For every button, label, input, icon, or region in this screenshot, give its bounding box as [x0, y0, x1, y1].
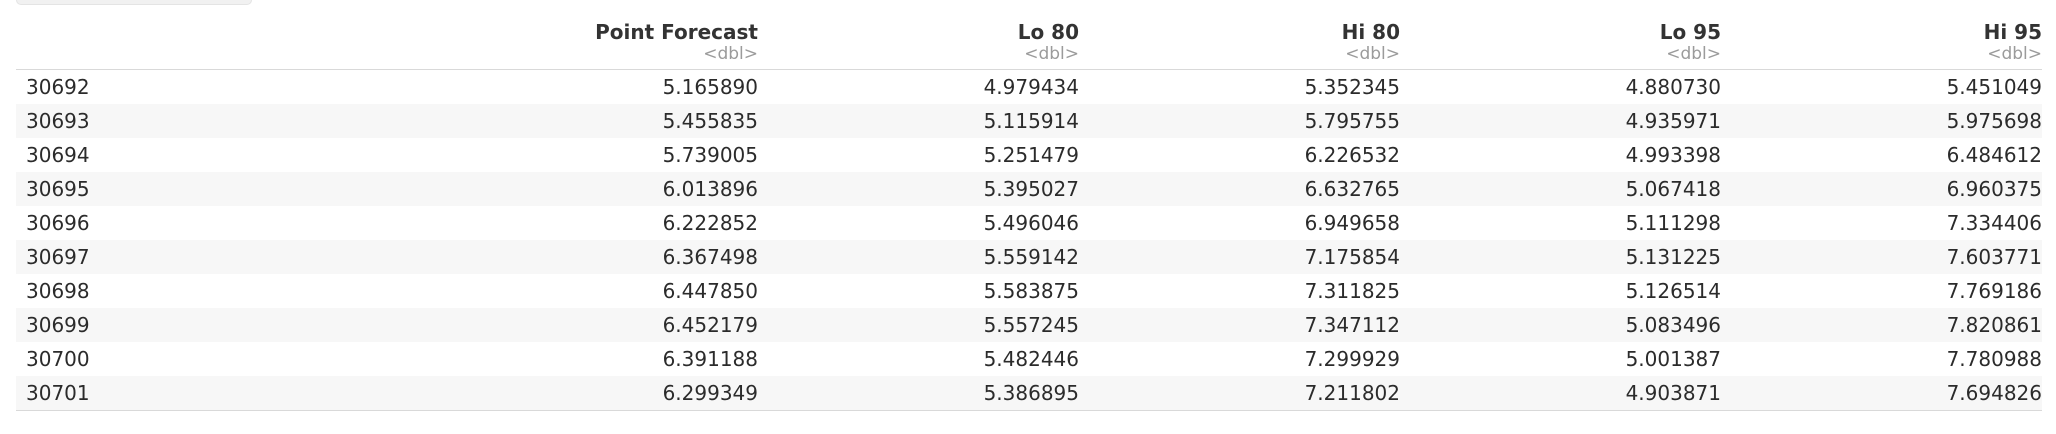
- point-forecast-cell: 6.299349: [352, 376, 758, 411]
- lo-80-cell: 5.115914: [758, 104, 1079, 138]
- row-index-cell: 30693: [16, 104, 352, 138]
- lo-95-cell: 5.067418: [1400, 172, 1721, 206]
- hi-95-cell: 5.451049: [1946, 75, 2042, 99]
- row-index-cell: 30698: [26, 279, 90, 303]
- column-header-point-forecast[interactable]: Point Forecast <dbl>: [352, 14, 758, 70]
- table-row: 30692 5.165890 4.979434 5.352345 4.88073…: [16, 70, 2042, 105]
- hi-80-cell: 5.352345: [1304, 75, 1400, 99]
- column-header-label: Hi 80: [1341, 20, 1400, 44]
- table-row: 30699 6.452179 5.557245 7.347112 5.08349…: [16, 308, 2042, 342]
- table-header-row: Point Forecast <dbl> Lo 80 <dbl> Hi 80 <…: [16, 14, 2042, 70]
- lo-95-cell: 4.993398: [1625, 143, 1721, 167]
- hi-80-cell: 7.211802: [1079, 376, 1400, 411]
- lo-80-cell: 5.583875: [983, 279, 1079, 303]
- hi-80-cell: 7.299929: [1304, 347, 1400, 371]
- row-index-cell: 30694: [26, 143, 90, 167]
- table-row: 30695 6.013896 5.395027 6.632765 5.06741…: [16, 172, 2042, 206]
- column-header-label: Hi 95: [1983, 20, 2042, 44]
- lo-95-cell: 4.903871: [1400, 376, 1721, 411]
- hi-95-cell: 5.975698: [1721, 104, 2042, 138]
- column-type-label: <dbl>: [1987, 44, 2042, 64]
- lo-95-cell: 4.880730: [1625, 75, 1721, 99]
- output-tab[interactable]: [16, 0, 252, 5]
- row-index-cell: 30701: [16, 376, 352, 411]
- column-header-hi-95[interactable]: Hi 95 <dbl>: [1721, 14, 2042, 70]
- row-index-cell: 30697: [16, 240, 352, 274]
- column-header-lo-95[interactable]: Lo 95 <dbl>: [1400, 14, 1721, 70]
- lo-80-cell: 5.482446: [983, 347, 1079, 371]
- hi-95-cell: 6.960375: [1721, 172, 2042, 206]
- lo-80-cell: 5.496046: [983, 211, 1079, 235]
- lo-80-cell: 4.979434: [983, 75, 1079, 99]
- column-type-label: <dbl>: [1345, 44, 1400, 64]
- hi-80-cell: 5.795755: [1079, 104, 1400, 138]
- point-forecast-cell: 6.222852: [662, 211, 758, 235]
- row-index-cell: 30700: [26, 347, 90, 371]
- point-forecast-cell: 6.391188: [662, 347, 758, 371]
- row-index-cell: 30696: [26, 211, 90, 235]
- lo-80-cell: 5.559142: [758, 240, 1079, 274]
- hi-95-cell: 7.820861: [1721, 308, 2042, 342]
- lo-80-cell: 5.386895: [758, 376, 1079, 411]
- point-forecast-cell: 6.367498: [352, 240, 758, 274]
- lo-80-cell: 5.557245: [758, 308, 1079, 342]
- hi-80-cell: 6.632765: [1079, 172, 1400, 206]
- column-header-label: Point Forecast: [595, 20, 758, 44]
- point-forecast-cell: 6.452179: [352, 308, 758, 342]
- hi-95-cell: 7.334406: [1946, 211, 2042, 235]
- lo-95-cell: 5.083496: [1400, 308, 1721, 342]
- column-header-lo-80[interactable]: Lo 80 <dbl>: [758, 14, 1079, 70]
- column-type-label: <dbl>: [1666, 44, 1721, 64]
- hi-95-cell: 7.780988: [1946, 347, 2042, 371]
- column-header-label: Lo 80: [1017, 20, 1079, 44]
- forecast-table: Point Forecast <dbl> Lo 80 <dbl> Hi 80 <…: [16, 14, 2042, 411]
- point-forecast-cell: 5.739005: [662, 143, 758, 167]
- lo-95-cell: 5.111298: [1625, 211, 1721, 235]
- point-forecast-cell: 6.447850: [662, 279, 758, 303]
- table-row: 30697 6.367498 5.559142 7.175854 5.13122…: [16, 240, 2042, 274]
- hi-80-cell: 6.949658: [1304, 211, 1400, 235]
- column-type-label: <dbl>: [1024, 44, 1079, 64]
- point-forecast-cell: 5.165890: [662, 75, 758, 99]
- column-header-label: Lo 95: [1659, 20, 1721, 44]
- hi-95-cell: 7.603771: [1721, 240, 2042, 274]
- lo-95-cell: 5.001387: [1625, 347, 1721, 371]
- hi-80-cell: 7.347112: [1079, 308, 1400, 342]
- table-row: 30696 6.222852 5.496046 6.949658 5.11129…: [16, 206, 2042, 240]
- table-row: 30694 5.739005 5.251479 6.226532 4.99339…: [16, 138, 2042, 172]
- lo-95-cell: 4.935971: [1400, 104, 1721, 138]
- lo-80-cell: 5.251479: [983, 143, 1079, 167]
- forecast-table-container: Point Forecast <dbl> Lo 80 <dbl> Hi 80 <…: [16, 14, 2042, 411]
- row-index-cell: 30695: [16, 172, 352, 206]
- table-row: 30693 5.455835 5.115914 5.795755 4.93597…: [16, 104, 2042, 138]
- lo-80-cell: 5.395027: [758, 172, 1079, 206]
- table-row: 30700 6.391188 5.482446 7.299929 5.00138…: [16, 342, 2042, 376]
- row-index-cell: 30699: [16, 308, 352, 342]
- table-row: 30701 6.299349 5.386895 7.211802 4.90387…: [16, 376, 2042, 411]
- hi-95-cell: 7.694826: [1721, 376, 2042, 411]
- column-header-index[interactable]: [16, 14, 352, 70]
- row-index-cell: 30692: [26, 75, 90, 99]
- table-row: 30698 6.447850 5.583875 7.311825 5.12651…: [16, 274, 2042, 308]
- column-header-hi-80[interactable]: Hi 80 <dbl>: [1079, 14, 1400, 70]
- hi-80-cell: 7.311825: [1304, 279, 1400, 303]
- hi-80-cell: 6.226532: [1304, 143, 1400, 167]
- lo-95-cell: 5.126514: [1625, 279, 1721, 303]
- hi-95-cell: 7.769186: [1946, 279, 2042, 303]
- point-forecast-cell: 6.013896: [352, 172, 758, 206]
- table-body: 30692 5.165890 4.979434 5.352345 4.88073…: [16, 70, 2042, 411]
- lo-95-cell: 5.131225: [1400, 240, 1721, 274]
- hi-95-cell: 6.484612: [1946, 143, 2042, 167]
- column-type-label: <dbl>: [703, 44, 758, 64]
- hi-80-cell: 7.175854: [1079, 240, 1400, 274]
- point-forecast-cell: 5.455835: [352, 104, 758, 138]
